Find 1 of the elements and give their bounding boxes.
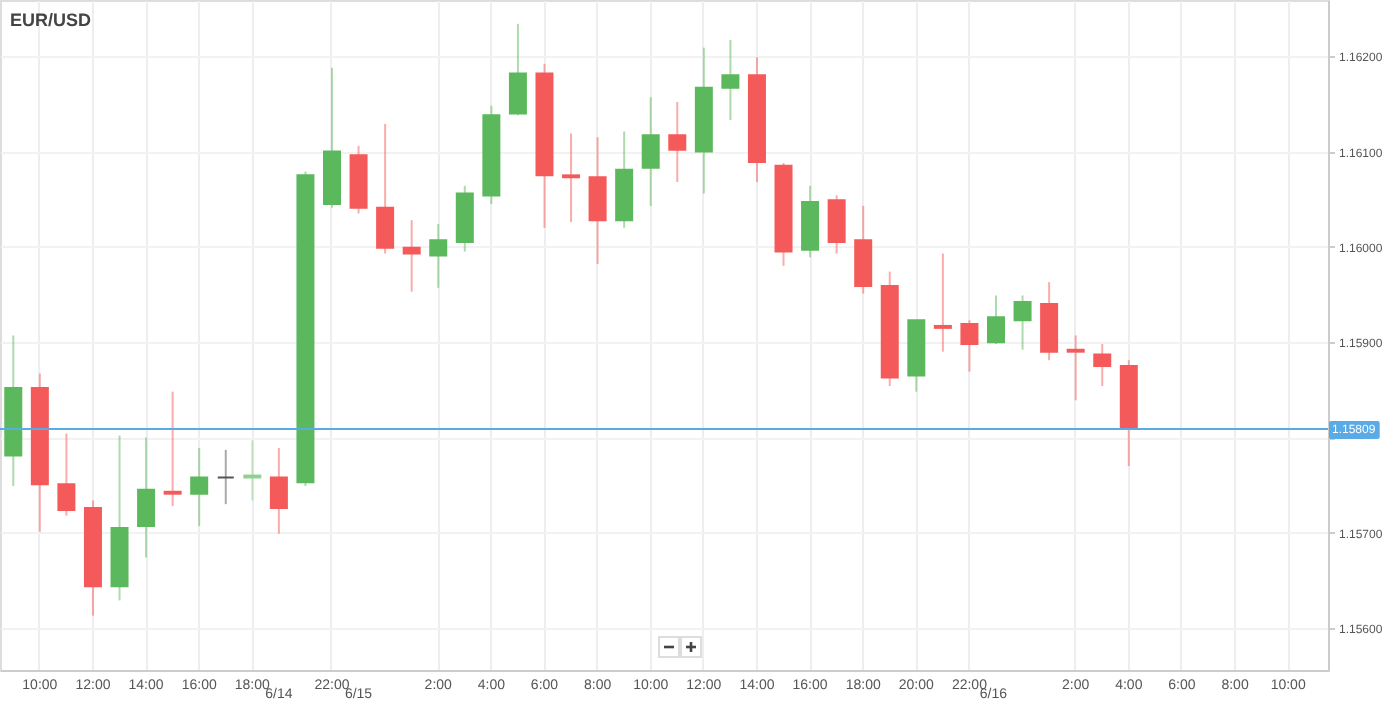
text: EUR/USD <box>10 10 92 30</box>
